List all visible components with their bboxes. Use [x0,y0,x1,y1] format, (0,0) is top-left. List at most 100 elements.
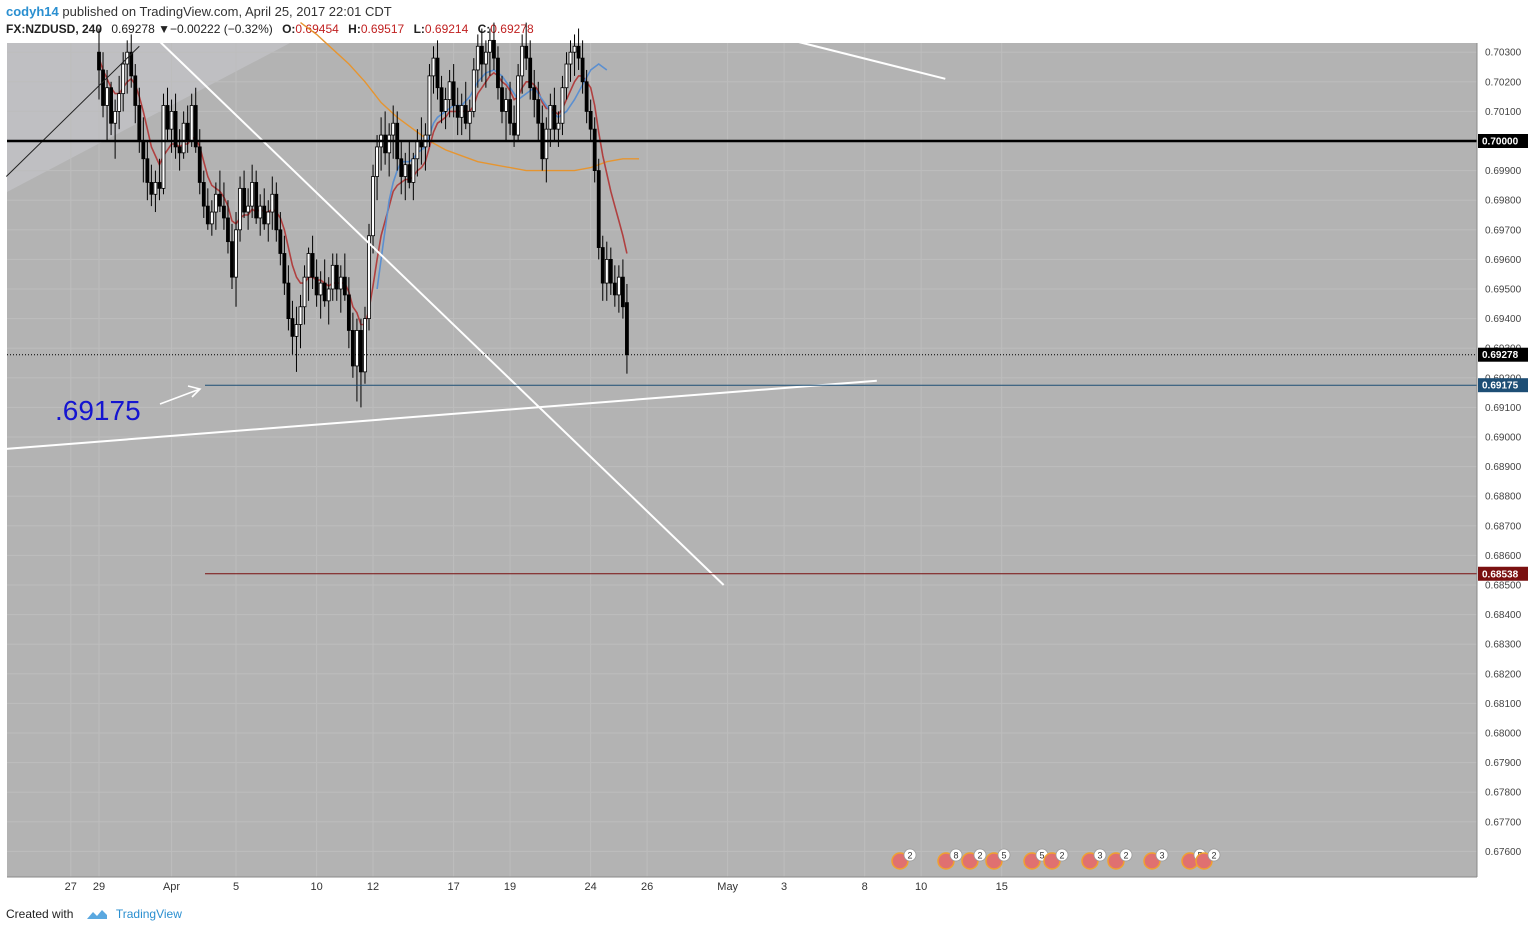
round-level-price-box[interactable] [1478,134,1528,148]
candle-body [314,276,319,296]
upper-right-trendline [791,39,946,80]
candle-body [338,276,343,290]
candle-body [161,105,166,189]
high-label: H: [348,22,361,36]
candles [97,22,629,408]
price-change: ▼−0.00222 (−0.32%) [158,22,273,36]
last-price-price-label: 0.69278 [1482,350,1519,361]
candle-body [387,134,392,154]
candle-body [427,75,432,136]
y-tick-label: 0.68200 [1485,669,1522,680]
orange-moving-average [300,22,639,172]
time-axis[interactable]: 27 29 Apr 5 10 12 17 19 24 26 May 3 8 10 15 [7,876,1477,893]
candle-body [238,187,242,231]
candle-body [330,264,335,290]
event-count-badge[interactable] [997,848,1011,862]
candle-body [262,205,267,225]
candle-body [479,45,484,65]
candle-body [145,158,150,183]
last-price-price-box[interactable] [1478,347,1528,362]
y-tick-label: 0.69000 [1485,433,1522,444]
candle-body [403,164,408,177]
open-value: 0.69454 [295,22,339,36]
y-tick-label: 0.70300 [1485,48,1522,59]
candle-body [129,51,134,77]
candle-body [471,69,476,112]
x-tick-label: May [717,881,738,893]
descending-trendline [154,36,725,586]
candle-body [435,57,440,89]
y-tick-label: 0.68600 [1485,551,1522,562]
candle-body [101,69,105,106]
candle-body [250,182,255,207]
candle-body [459,105,464,118]
red-ema-line [98,57,628,326]
candle-body [407,164,412,183]
target-level-price-box[interactable] [1478,566,1528,581]
candle-body [467,111,472,124]
channel-shade [7,43,290,192]
event-count-badge[interactable] [973,848,987,862]
candle-body [222,205,226,219]
event-count-badge[interactable] [1093,848,1107,862]
candle-body [274,193,279,231]
candle-body [584,81,589,112]
y-tick-label: 0.68300 [1485,640,1522,651]
candle-body [528,57,533,89]
event-count-label: 3 [1159,851,1164,861]
y-tick-label: 0.70100 [1485,107,1522,118]
y-tick-label: 0.68700 [1485,521,1522,532]
candle-body [266,211,271,225]
candle-body [278,229,283,254]
event-count-badge[interactable] [1207,848,1221,862]
candle-body [552,105,557,130]
y-tick-label: 0.68100 [1485,699,1522,710]
y-tick-label: 0.69100 [1485,403,1522,414]
candle-body [604,258,609,284]
y-tick-label: 0.67900 [1485,758,1522,769]
tradingview-link[interactable]: TradingView [115,907,182,921]
candle-body [201,182,206,207]
event-count-label: 2 [1059,851,1064,861]
event-count-badge[interactable] [1055,848,1069,862]
event-count-badge[interactable] [1119,848,1133,862]
candle-body [383,134,388,154]
author-name[interactable]: codyh14 [6,4,59,19]
y-tick-label: 0.69400 [1485,314,1522,325]
ascending-support-trendline [6,379,877,450]
candle-body [217,193,222,207]
publish-text: published on TradingView.com, April 25, … [62,4,392,19]
event-count-badge[interactable] [1155,848,1169,862]
candle-body [612,282,617,296]
publish-info: codyh14 published on TradingView.com, Ap… [6,4,392,19]
candle-body [109,87,113,124]
plot-area[interactable] [7,43,1477,877]
x-tick-label: 17 [448,881,460,893]
support-level-price-box[interactable] [1478,378,1528,393]
low-value: 0.69214 [424,22,469,36]
event-badges[interactable]: 28255232352 [891,848,1221,870]
candle-body [625,302,629,356]
event-count-badge[interactable] [949,848,963,862]
last-price-value: 0.69278 [111,22,155,36]
candle-body [350,330,355,367]
candle-body [121,63,126,95]
close-label: C: [477,22,491,36]
candle-body [242,187,246,213]
event-count-badge[interactable] [903,848,917,862]
event-count-label: 2 [1123,851,1128,861]
candle-body [359,330,363,373]
candle-body [568,51,573,65]
tradingview-logo-icon[interactable] [85,908,109,922]
candle-body [258,205,263,219]
price-axis[interactable]: 0.70300 0.70200 0.70100 0.70000 0.69900 0.698… [1476,43,1528,877]
created-with-text: Created with [6,907,74,921]
low-label: L: [413,22,425,36]
x-tick-label: 8 [862,881,868,893]
close-value: 0.69278 [490,22,534,36]
footer: Created with TradingView [6,907,182,922]
candle-body [447,81,452,100]
candle-body [556,122,561,130]
event-count-label: 2 [977,851,982,861]
